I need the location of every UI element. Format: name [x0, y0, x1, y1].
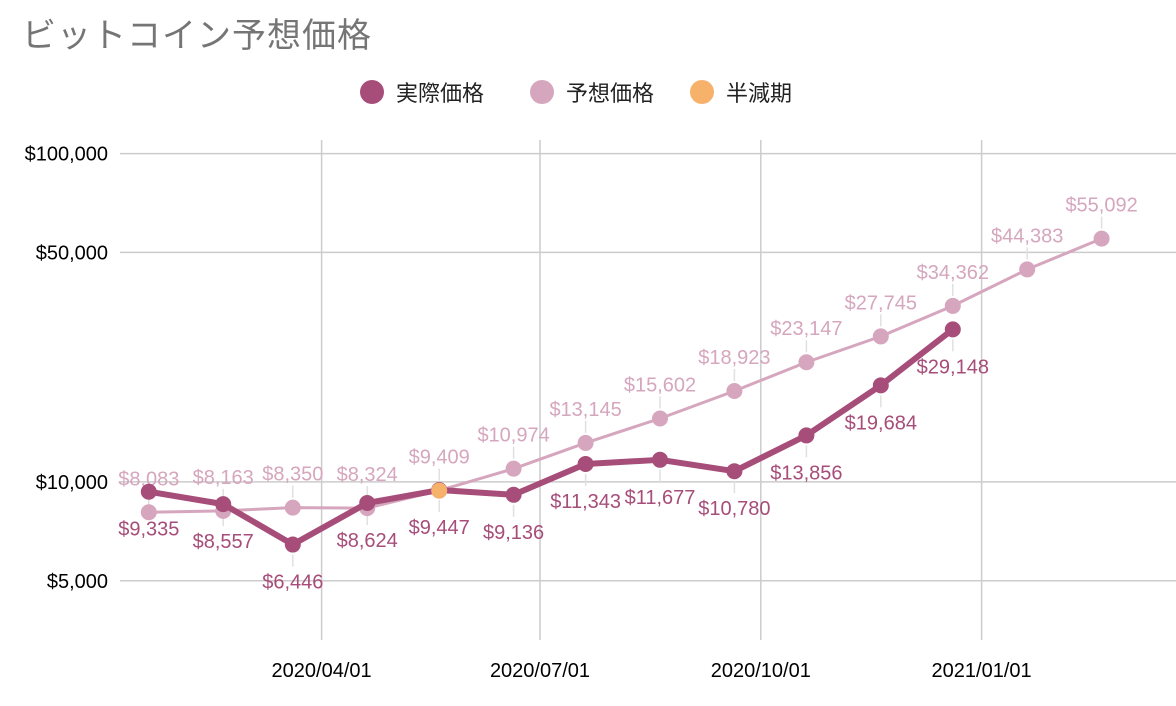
forecast-data-label: $55,092 [1065, 195, 1137, 217]
actual-data-label: $29,148 [917, 356, 989, 378]
forecast-point [798, 354, 815, 371]
actual-point [798, 427, 815, 444]
forecast-data-label: $8,324 [337, 464, 398, 486]
forecast-data-label: $13,145 [549, 399, 621, 421]
legend-dot-actual-icon [360, 80, 384, 104]
chart-title: ビットコイン予想価格 [22, 16, 372, 56]
actual-data-label: $9,335 [118, 519, 179, 541]
forecast-data-label: $8,350 [262, 464, 323, 486]
actual-data-label: $9,447 [409, 517, 470, 539]
forecast-data-label: $8,163 [193, 467, 254, 489]
actual-data-label: $6,446 [262, 572, 323, 594]
legend-label-actual: 実際価格 [396, 82, 485, 107]
actual-point [359, 495, 376, 512]
x-tick-label: 2021/01/01 [932, 660, 1032, 682]
forecast-point [577, 434, 594, 451]
forecast-data-label: $44,383 [991, 225, 1063, 247]
forecast-data-label: $10,974 [477, 425, 549, 447]
actual-point [726, 463, 743, 480]
actual-point [140, 483, 157, 500]
halving-point [431, 482, 448, 499]
y-tick-label: $10,000 [36, 472, 108, 494]
forecast-point [944, 297, 961, 314]
actual-data-label: $8,624 [337, 530, 398, 552]
forecast-data-label: $23,147 [770, 318, 842, 340]
forecast-point [140, 504, 157, 521]
actual-data-label: $8,557 [193, 531, 254, 553]
actual-point [652, 451, 668, 468]
x-tick-label: 2020/07/01 [490, 660, 590, 682]
forecast-point [872, 328, 889, 345]
actual-point [215, 496, 232, 513]
legend-dot-forecast-icon [530, 80, 554, 104]
y-tick-label: $5,000 [47, 571, 108, 593]
actual-point [284, 536, 301, 553]
actual-point [944, 321, 961, 338]
legend-label-halving: 半減期 [726, 82, 793, 107]
legend-dot-halving-icon [690, 80, 714, 104]
x-tick-label: 2020/10/01 [711, 660, 811, 682]
actual-point [505, 486, 522, 503]
forecast-point [505, 460, 522, 477]
y-tick-label: $100,000 [25, 144, 108, 166]
actual-point [577, 455, 594, 472]
forecast-data-label: $18,923 [698, 347, 770, 369]
legend: 実際価格 予想価格 半減期 [0, 76, 1176, 108]
forecast-point [726, 382, 743, 399]
forecast-point [284, 499, 301, 516]
actual-data-label: $9,136 [483, 522, 544, 544]
actual-data-label: $11,343 [550, 491, 621, 513]
actual-data-label: $13,856 [770, 462, 842, 484]
actual-data-label: $19,684 [845, 412, 917, 434]
forecast-point [1093, 230, 1110, 247]
legend-item-actual[interactable]: 実際価格 [360, 76, 484, 108]
legend-item-forecast[interactable]: 予想価格 [530, 76, 654, 108]
actual-data-label: $10,780 [698, 498, 770, 520]
forecast-data-label: $34,362 [917, 262, 989, 284]
forecast-data-label: $8,083 [118, 468, 179, 490]
actual-point [872, 377, 889, 394]
forecast-data-label: $15,602 [624, 374, 696, 396]
actual-series-line [148, 327, 955, 548]
legend-label-forecast: 予想価格 [566, 82, 655, 107]
forecast-point [652, 410, 668, 427]
legend-item-halving[interactable]: 半減期 [690, 76, 792, 108]
forecast-data-label: $9,409 [409, 447, 470, 469]
forecast-point [1019, 261, 1036, 278]
y-tick-label: $50,000 [36, 242, 108, 264]
forecast-data-label: $27,745 [845, 292, 917, 314]
x-tick-label: 2020/04/01 [272, 660, 372, 682]
actual-data-label: $11,677 [625, 487, 696, 509]
forecast-series-line [148, 237, 1103, 514]
